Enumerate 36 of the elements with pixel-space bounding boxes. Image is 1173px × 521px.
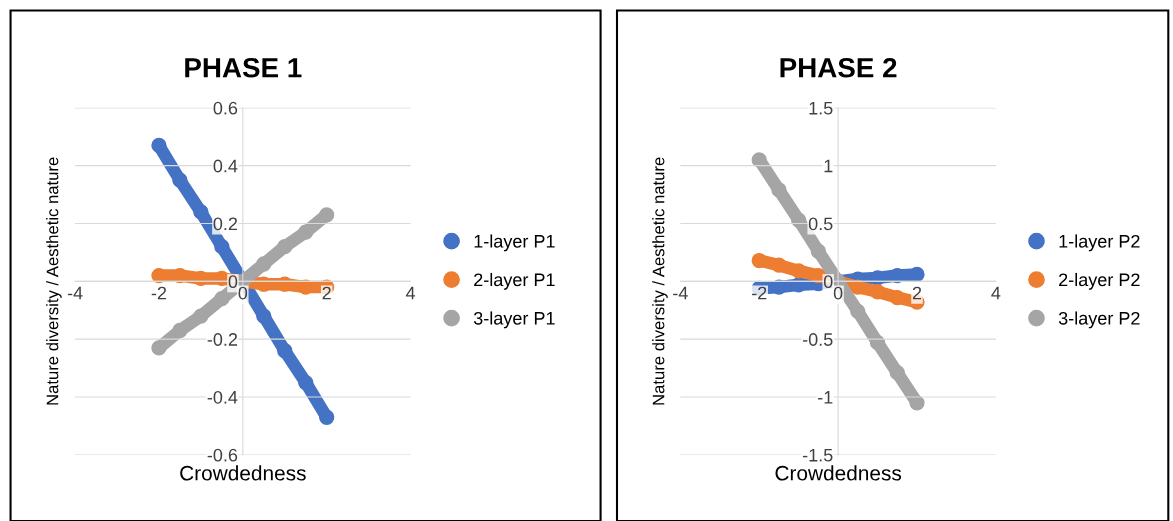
- y-tick-label: -1: [818, 391, 833, 404]
- y-tick-label: 0: [823, 275, 833, 289]
- y-axis-title: Nature diversity / Aesthetic nature: [46, 157, 62, 405]
- y-tick-label: 0.6: [213, 101, 238, 115]
- chart-title: PHASE 2: [780, 57, 897, 78]
- y-tick-label: 0.4: [213, 159, 238, 173]
- x-tick-label: -4: [67, 286, 83, 300]
- y-tick-label: 0.5: [808, 217, 833, 231]
- legend-label: 3-layer P2: [1058, 311, 1140, 329]
- x-axis-title: Crowdedness: [775, 465, 902, 481]
- legend-label: 2-layer P2: [1059, 272, 1140, 290]
- x-tick-label: 4: [991, 286, 1001, 300]
- legend-label: 3-layer P1: [473, 311, 555, 329]
- y-tick-label: -0.5: [802, 333, 833, 346]
- y-tick-label: -1.5: [802, 448, 833, 462]
- legend-label: 2-layer P1: [474, 272, 555, 290]
- x-tick-label: -2: [151, 286, 167, 300]
- legend-label: 1-layer P1: [474, 234, 555, 252]
- y-tick-label: -0.4: [207, 390, 238, 404]
- y-axis-title: Nature diversity / Aesthetic nature: [652, 157, 668, 405]
- x-tick-label: 0: [238, 286, 248, 300]
- x-tick-label: -2: [752, 286, 767, 300]
- y-tick-label: -0.6: [207, 448, 238, 462]
- x-tick-label: 0: [833, 286, 843, 300]
- x-axis-title: Crowdedness: [180, 465, 306, 481]
- chart-title: PHASE 1: [185, 57, 302, 78]
- x-tick-label: 2: [322, 286, 331, 300]
- y-tick-label: 1: [824, 159, 833, 173]
- x-tick-label: -4: [673, 286, 688, 300]
- y-tick-label: 1.5: [809, 101, 833, 115]
- y-tick-label: 0: [228, 275, 238, 289]
- x-tick-label: 2: [912, 286, 922, 300]
- legend-label: 1-layer P2: [1059, 234, 1140, 252]
- y-tick-label: 0.2: [213, 217, 238, 231]
- x-tick-label: 4: [405, 286, 416, 300]
- y-tick-label: -0.2: [207, 333, 238, 346]
